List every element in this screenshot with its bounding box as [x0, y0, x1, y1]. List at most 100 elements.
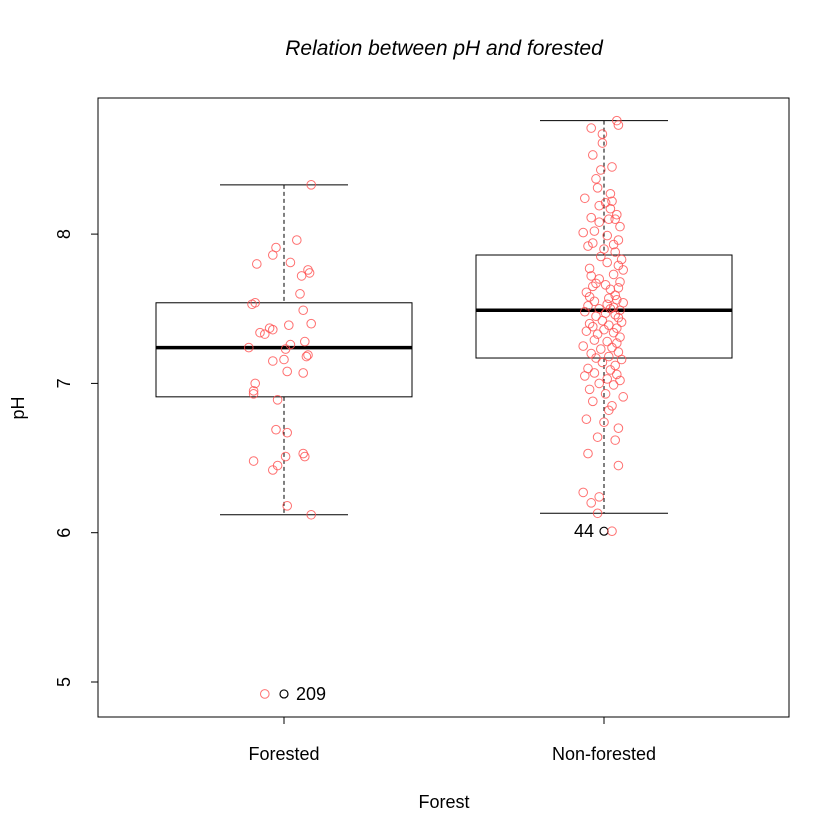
- data-point: [616, 354, 627, 365]
- plot-frame: [97, 97, 790, 718]
- data-point: [618, 265, 629, 275]
- data-point: [610, 247, 621, 257]
- data-point: [589, 368, 600, 378]
- data-point: [613, 460, 624, 471]
- data-point: [592, 432, 603, 442]
- data-point: [612, 369, 622, 380]
- data-point: [605, 203, 616, 214]
- x-tick-label: Forested: [248, 744, 319, 764]
- data-point: [594, 492, 605, 502]
- data-point: [599, 417, 609, 428]
- data-point: [248, 386, 259, 396]
- y-tick-label: 8: [54, 229, 74, 239]
- data-point: [613, 120, 624, 130]
- data-point: [272, 460, 283, 471]
- data-point: [298, 448, 309, 459]
- data-point: [280, 344, 291, 354]
- data-point: [615, 332, 625, 342]
- data-point: [608, 269, 619, 280]
- data-point: [584, 263, 595, 274]
- data-point: [300, 451, 310, 462]
- data-point: [578, 341, 589, 351]
- data-point: [271, 424, 281, 435]
- data-point: [306, 509, 317, 520]
- data-point: [292, 235, 302, 245]
- data-point: [586, 212, 597, 223]
- data-point: [303, 265, 313, 275]
- data-point: [268, 356, 278, 366]
- data-point: [255, 327, 265, 338]
- x-axis-label: Forest: [418, 792, 469, 812]
- data-point: [583, 448, 593, 459]
- data-point: [248, 389, 259, 399]
- outlier-label: 44: [574, 521, 594, 541]
- data-point: [615, 221, 625, 232]
- outlier-point: [599, 526, 609, 536]
- data-point: [247, 299, 257, 310]
- data-point: [618, 392, 629, 402]
- data-point: [268, 465, 278, 475]
- data-point: [591, 278, 601, 289]
- data-point: [584, 384, 595, 395]
- data-point: [592, 329, 603, 339]
- data-point: [612, 115, 622, 126]
- data-point: [599, 324, 609, 335]
- data-point: [301, 351, 312, 362]
- data-point: [279, 354, 289, 365]
- data-point: [282, 501, 293, 511]
- data-point: [591, 174, 601, 184]
- x-tick-label: Non-forested: [552, 744, 656, 764]
- data-point: [298, 305, 309, 316]
- data-point: [284, 320, 294, 330]
- data-point: [610, 290, 621, 301]
- data-point: [268, 250, 278, 260]
- data-point: [607, 526, 617, 537]
- data-point: [588, 321, 598, 332]
- data-point: [296, 271, 307, 281]
- data-point: [608, 239, 619, 250]
- data-point: [610, 309, 621, 320]
- outlier-label: 209: [296, 684, 326, 704]
- data-point: [580, 306, 590, 317]
- data-point: [613, 235, 624, 245]
- data-point: [285, 257, 296, 268]
- data-point: [607, 196, 617, 207]
- data-point: [300, 336, 310, 347]
- data-point: [589, 335, 600, 345]
- data-point: [589, 296, 600, 307]
- data-point: [588, 150, 598, 160]
- data-point: [596, 344, 606, 354]
- y-tick-label: 5: [54, 677, 74, 687]
- data-point: [282, 427, 293, 438]
- data-point: [604, 405, 614, 416]
- data-point: [583, 241, 593, 251]
- data-point: [591, 353, 601, 363]
- data-point: [610, 360, 621, 371]
- data-point: [600, 197, 611, 208]
- data-point: [280, 451, 291, 462]
- chart-title: Relation between pH and forested: [285, 37, 604, 60]
- data-point: [615, 375, 625, 386]
- data-point: [596, 251, 606, 262]
- data-point: [610, 214, 621, 224]
- data-point: [306, 318, 317, 329]
- data-point: [260, 329, 270, 339]
- data-point: [605, 365, 616, 375]
- data-point: [580, 371, 590, 381]
- data-point: [586, 123, 597, 133]
- data-point: [295, 289, 305, 299]
- outlier-point: [279, 689, 289, 699]
- data-point: [604, 351, 614, 362]
- data-point: [616, 317, 627, 327]
- data-point: [272, 395, 283, 405]
- plot-area: 5 6 7 8 Forested Non-forested 209 44: [54, 97, 790, 764]
- data-point: [597, 138, 608, 148]
- data-point: [298, 368, 309, 378]
- data-point: [306, 180, 317, 190]
- data-point: [581, 326, 592, 336]
- y-tick-label: 6: [54, 528, 74, 538]
- data-point: [607, 342, 617, 353]
- data-point: [282, 366, 293, 377]
- data-point: [583, 300, 593, 311]
